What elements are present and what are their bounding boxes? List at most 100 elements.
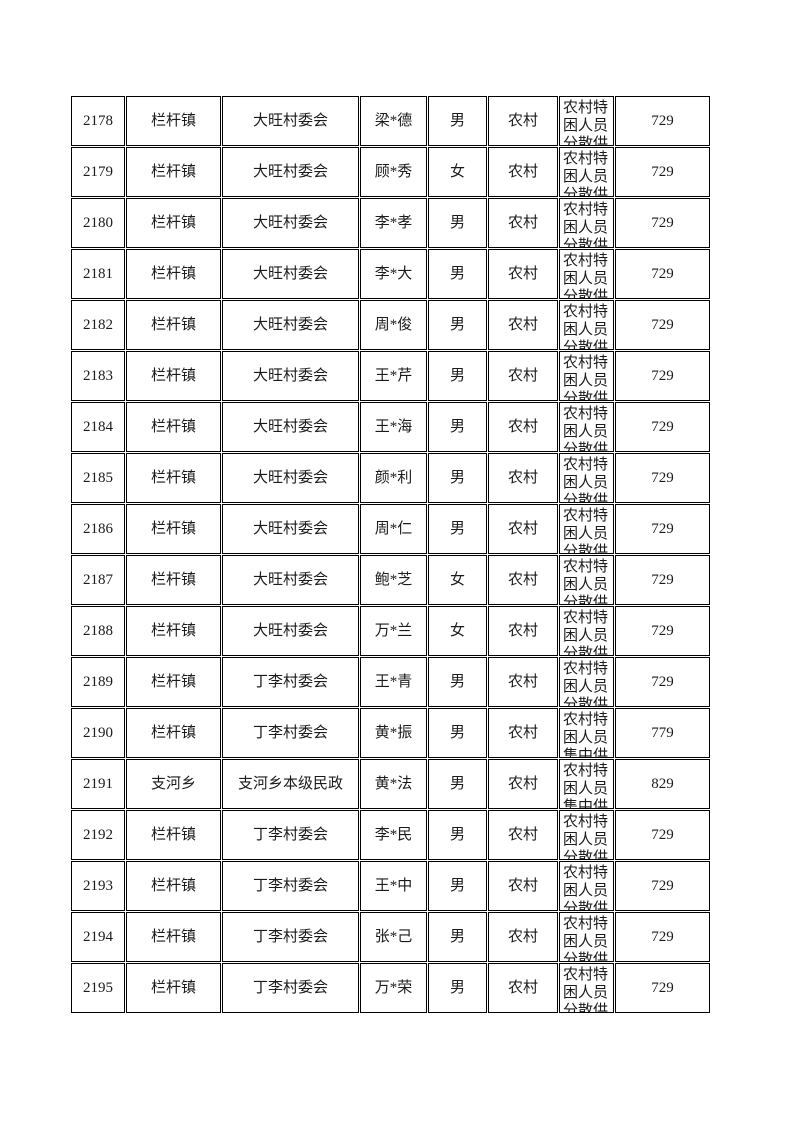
cell-area-type: 农村 bbox=[488, 249, 558, 299]
cell-village-committee: 大旺村委会 bbox=[222, 504, 359, 554]
cell-person-name: 王*中 bbox=[360, 861, 427, 911]
cell-area-type: 农村 bbox=[488, 708, 558, 758]
assistance-category-text: 农村特困人员分散供养 bbox=[563, 151, 609, 196]
cell-town: 栏杆镇 bbox=[126, 657, 221, 707]
cell-assistance-category: 农村特困人员分散供养 bbox=[559, 147, 614, 197]
cell-gender: 男 bbox=[428, 402, 487, 452]
cell-area-type: 农村 bbox=[488, 555, 558, 605]
cell-assistance-category: 农村特困人员分散供养 bbox=[559, 504, 614, 554]
cell-person-name: 梁*德 bbox=[360, 96, 427, 146]
cell-gender: 男 bbox=[428, 96, 487, 146]
cell-person-name: 黄*法 bbox=[360, 759, 427, 809]
cell-sequence-number: 2179 bbox=[71, 147, 125, 197]
table-row: 2189 栏杆镇 丁李村委会 王*青 男 农村 农村特困人员分散供养 729 bbox=[71, 657, 710, 707]
cell-village-committee: 丁李村委会 bbox=[222, 963, 359, 1013]
cell-amount: 729 bbox=[615, 810, 710, 860]
cell-town: 栏杆镇 bbox=[126, 351, 221, 401]
cell-sequence-number: 2178 bbox=[71, 96, 125, 146]
table-row: 2192 栏杆镇 丁李村委会 李*民 男 农村 农村特困人员分散供养 729 bbox=[71, 810, 710, 860]
cell-gender: 男 bbox=[428, 861, 487, 911]
cell-village-committee: 丁李村委会 bbox=[222, 657, 359, 707]
assistance-category-text: 农村特困人员分散供养 bbox=[563, 406, 609, 451]
cell-person-name: 王*海 bbox=[360, 402, 427, 452]
cell-amount: 729 bbox=[615, 861, 710, 911]
assistance-category-text: 农村特困人员分散供养 bbox=[563, 967, 609, 1012]
table-row: 2185 栏杆镇 大旺村委会 颜*利 男 农村 农村特困人员分散供养 729 bbox=[71, 453, 710, 503]
cell-sequence-number: 2184 bbox=[71, 402, 125, 452]
cell-person-name: 周*俊 bbox=[360, 300, 427, 350]
table-row: 2186 栏杆镇 大旺村委会 周*仁 男 农村 农村特困人员分散供养 729 bbox=[71, 504, 710, 554]
cell-area-type: 农村 bbox=[488, 147, 558, 197]
cell-town: 栏杆镇 bbox=[126, 555, 221, 605]
cell-village-committee: 大旺村委会 bbox=[222, 351, 359, 401]
cell-person-name: 万*荣 bbox=[360, 963, 427, 1013]
cell-assistance-category: 农村特困人员分散供养 bbox=[559, 453, 614, 503]
cell-sequence-number: 2195 bbox=[71, 963, 125, 1013]
table-row: 2182 栏杆镇 大旺村委会 周*俊 男 农村 农村特困人员分散供养 729 bbox=[71, 300, 710, 350]
cell-sequence-number: 2192 bbox=[71, 810, 125, 860]
cell-gender: 男 bbox=[428, 759, 487, 809]
cell-amount: 729 bbox=[615, 453, 710, 503]
cell-sequence-number: 2182 bbox=[71, 300, 125, 350]
cell-area-type: 农村 bbox=[488, 810, 558, 860]
cell-gender: 男 bbox=[428, 453, 487, 503]
benefits-table: 2178 栏杆镇 大旺村委会 梁*德 男 农村 农村特困人员分散供养 729 2… bbox=[70, 95, 711, 1014]
cell-person-name: 李*民 bbox=[360, 810, 427, 860]
cell-assistance-category: 农村特困人员集中供养 bbox=[559, 708, 614, 758]
cell-area-type: 农村 bbox=[488, 453, 558, 503]
cell-town: 栏杆镇 bbox=[126, 300, 221, 350]
cell-village-committee: 大旺村委会 bbox=[222, 402, 359, 452]
cell-village-committee: 大旺村委会 bbox=[222, 249, 359, 299]
table-row: 2184 栏杆镇 大旺村委会 王*海 男 农村 农村特困人员分散供养 729 bbox=[71, 402, 710, 452]
cell-amount: 829 bbox=[615, 759, 710, 809]
cell-village-committee: 支河乡本级民政 bbox=[222, 759, 359, 809]
cell-village-committee: 大旺村委会 bbox=[222, 300, 359, 350]
cell-town: 栏杆镇 bbox=[126, 249, 221, 299]
table-row: 2195 栏杆镇 丁李村委会 万*荣 男 农村 农村特困人员分散供养 729 bbox=[71, 963, 710, 1013]
cell-gender: 男 bbox=[428, 198, 487, 248]
cell-person-name: 顾*秀 bbox=[360, 147, 427, 197]
cell-amount: 729 bbox=[615, 555, 710, 605]
cell-assistance-category: 农村特困人员分散供养 bbox=[559, 657, 614, 707]
cell-village-committee: 大旺村委会 bbox=[222, 606, 359, 656]
cell-sequence-number: 2180 bbox=[71, 198, 125, 248]
cell-assistance-category: 农村特困人员分散供养 bbox=[559, 96, 614, 146]
cell-town: 栏杆镇 bbox=[126, 504, 221, 554]
assistance-category-text: 农村特困人员分散供养 bbox=[563, 610, 609, 655]
cell-person-name: 颜*利 bbox=[360, 453, 427, 503]
cell-village-committee: 大旺村委会 bbox=[222, 96, 359, 146]
cell-area-type: 农村 bbox=[488, 300, 558, 350]
assistance-category-text: 农村特困人员分散供养 bbox=[563, 865, 609, 910]
cell-person-name: 王*芹 bbox=[360, 351, 427, 401]
cell-town: 栏杆镇 bbox=[126, 96, 221, 146]
assistance-category-text: 农村特困人员分散供养 bbox=[563, 916, 609, 961]
cell-town: 栏杆镇 bbox=[126, 708, 221, 758]
cell-gender: 男 bbox=[428, 657, 487, 707]
assistance-category-text: 农村特困人员分散供养 bbox=[563, 304, 609, 349]
cell-assistance-category: 农村特困人员分散供养 bbox=[559, 963, 614, 1013]
cell-person-name: 张*己 bbox=[360, 912, 427, 962]
cell-person-name: 李*大 bbox=[360, 249, 427, 299]
cell-assistance-category: 农村特困人员分散供养 bbox=[559, 249, 614, 299]
assistance-category-text: 农村特困人员分散供养 bbox=[563, 559, 609, 604]
cell-amount: 729 bbox=[615, 249, 710, 299]
cell-amount: 729 bbox=[615, 402, 710, 452]
cell-amount: 729 bbox=[615, 963, 710, 1013]
cell-gender: 女 bbox=[428, 555, 487, 605]
cell-area-type: 农村 bbox=[488, 657, 558, 707]
cell-gender: 男 bbox=[428, 249, 487, 299]
table-row: 2191 支河乡 支河乡本级民政 黄*法 男 农村 农村特困人员集中供养 829 bbox=[71, 759, 710, 809]
cell-town: 栏杆镇 bbox=[126, 810, 221, 860]
cell-sequence-number: 2181 bbox=[71, 249, 125, 299]
cell-sequence-number: 2185 bbox=[71, 453, 125, 503]
cell-area-type: 农村 bbox=[488, 351, 558, 401]
cell-area-type: 农村 bbox=[488, 759, 558, 809]
table-row: 2178 栏杆镇 大旺村委会 梁*德 男 农村 农村特困人员分散供养 729 bbox=[71, 96, 710, 146]
cell-village-committee: 丁李村委会 bbox=[222, 810, 359, 860]
cell-gender: 男 bbox=[428, 963, 487, 1013]
cell-gender: 男 bbox=[428, 504, 487, 554]
assistance-category-text: 农村特困人员集中供养 bbox=[563, 763, 609, 808]
cell-gender: 男 bbox=[428, 300, 487, 350]
cell-amount: 729 bbox=[615, 147, 710, 197]
cell-person-name: 周*仁 bbox=[360, 504, 427, 554]
